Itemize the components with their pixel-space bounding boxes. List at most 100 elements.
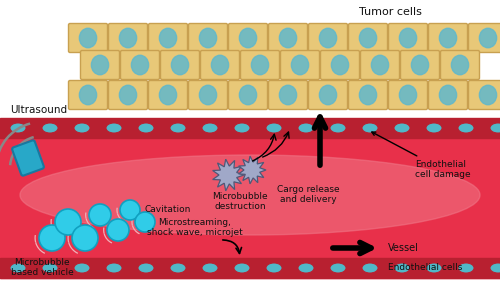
FancyBboxPatch shape: [148, 23, 188, 52]
FancyBboxPatch shape: [348, 80, 388, 110]
Bar: [0, 120, 500, 278]
FancyBboxPatch shape: [468, 23, 500, 52]
Ellipse shape: [172, 55, 188, 75]
Ellipse shape: [490, 123, 500, 133]
FancyBboxPatch shape: [468, 80, 500, 110]
Ellipse shape: [330, 263, 346, 273]
FancyBboxPatch shape: [188, 80, 228, 110]
Ellipse shape: [480, 28, 496, 48]
Ellipse shape: [252, 55, 268, 75]
FancyBboxPatch shape: [428, 80, 468, 110]
Ellipse shape: [452, 55, 468, 75]
Ellipse shape: [280, 28, 296, 48]
FancyBboxPatch shape: [108, 23, 148, 52]
Ellipse shape: [20, 155, 480, 235]
Ellipse shape: [234, 123, 250, 133]
Circle shape: [120, 200, 140, 220]
Text: Endothelial
cell damage: Endothelial cell damage: [372, 132, 470, 179]
Ellipse shape: [426, 123, 442, 133]
FancyBboxPatch shape: [148, 80, 188, 110]
FancyBboxPatch shape: [308, 80, 348, 110]
Ellipse shape: [160, 28, 176, 48]
Circle shape: [135, 212, 155, 232]
Ellipse shape: [412, 55, 428, 75]
Text: Vessel: Vessel: [388, 243, 419, 253]
Ellipse shape: [298, 123, 314, 133]
Ellipse shape: [202, 123, 218, 133]
Ellipse shape: [426, 263, 442, 273]
FancyBboxPatch shape: [12, 140, 44, 176]
Text: Microbubble
destruction: Microbubble destruction: [212, 192, 268, 212]
Ellipse shape: [362, 263, 378, 273]
Ellipse shape: [170, 263, 186, 273]
FancyBboxPatch shape: [200, 50, 239, 80]
Ellipse shape: [42, 263, 58, 273]
Ellipse shape: [132, 55, 148, 75]
Ellipse shape: [170, 123, 186, 133]
Ellipse shape: [292, 55, 308, 75]
Ellipse shape: [362, 123, 378, 133]
FancyBboxPatch shape: [160, 50, 200, 80]
FancyBboxPatch shape: [348, 23, 388, 52]
Circle shape: [55, 209, 81, 235]
Ellipse shape: [320, 28, 336, 48]
Ellipse shape: [394, 123, 410, 133]
FancyBboxPatch shape: [400, 50, 440, 80]
Circle shape: [72, 225, 98, 251]
FancyBboxPatch shape: [228, 80, 268, 110]
Ellipse shape: [138, 263, 154, 273]
Text: Microstreaming,
shock wave, microjet: Microstreaming, shock wave, microjet: [147, 218, 243, 237]
FancyBboxPatch shape: [268, 23, 308, 52]
Ellipse shape: [490, 263, 500, 273]
Ellipse shape: [80, 28, 96, 48]
Ellipse shape: [106, 123, 122, 133]
Ellipse shape: [92, 55, 108, 75]
Text: Cavitation: Cavitation: [145, 205, 191, 214]
Circle shape: [39, 225, 65, 251]
Ellipse shape: [372, 55, 388, 75]
FancyBboxPatch shape: [240, 50, 280, 80]
Polygon shape: [212, 159, 244, 191]
FancyBboxPatch shape: [68, 80, 108, 110]
Ellipse shape: [120, 28, 136, 48]
FancyBboxPatch shape: [80, 50, 120, 80]
Text: Tumor cells: Tumor cells: [358, 7, 422, 17]
Circle shape: [89, 204, 111, 226]
Ellipse shape: [10, 123, 26, 133]
Ellipse shape: [266, 123, 282, 133]
Ellipse shape: [332, 55, 348, 75]
Ellipse shape: [480, 85, 496, 105]
Ellipse shape: [394, 263, 410, 273]
FancyBboxPatch shape: [108, 80, 148, 110]
FancyBboxPatch shape: [120, 50, 160, 80]
Ellipse shape: [240, 85, 256, 105]
FancyBboxPatch shape: [68, 23, 108, 52]
Ellipse shape: [74, 123, 90, 133]
FancyBboxPatch shape: [388, 80, 428, 110]
Bar: [0, 118, 500, 138]
Ellipse shape: [80, 85, 96, 105]
FancyBboxPatch shape: [228, 23, 268, 52]
Ellipse shape: [106, 263, 122, 273]
Ellipse shape: [360, 28, 376, 48]
FancyBboxPatch shape: [320, 50, 360, 80]
FancyBboxPatch shape: [388, 23, 428, 52]
Ellipse shape: [360, 85, 376, 105]
Polygon shape: [238, 156, 266, 184]
Ellipse shape: [320, 85, 336, 105]
Ellipse shape: [74, 263, 90, 273]
Text: Endothelial cells: Endothelial cells: [388, 263, 462, 272]
Ellipse shape: [400, 28, 416, 48]
FancyBboxPatch shape: [268, 80, 308, 110]
FancyBboxPatch shape: [280, 50, 320, 80]
Ellipse shape: [440, 85, 456, 105]
FancyBboxPatch shape: [188, 23, 228, 52]
Ellipse shape: [458, 123, 474, 133]
Ellipse shape: [280, 85, 296, 105]
Ellipse shape: [120, 85, 136, 105]
Ellipse shape: [400, 85, 416, 105]
Ellipse shape: [330, 123, 346, 133]
Ellipse shape: [234, 263, 250, 273]
FancyBboxPatch shape: [308, 23, 348, 52]
Ellipse shape: [42, 123, 58, 133]
